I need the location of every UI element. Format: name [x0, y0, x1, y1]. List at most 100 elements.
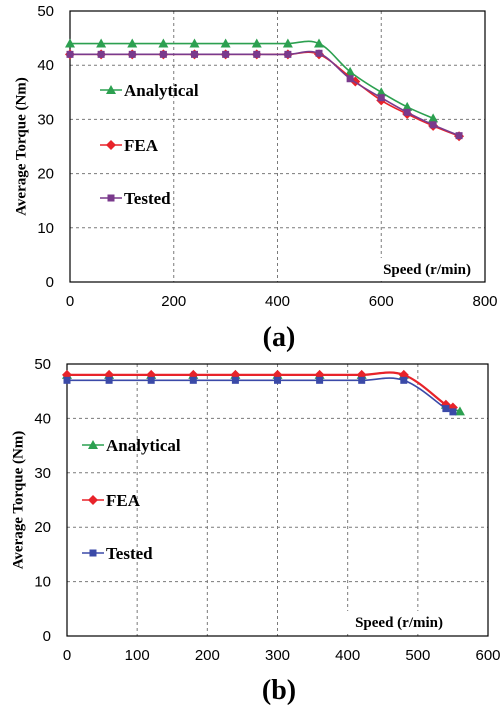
plot-frame	[66, 363, 489, 637]
data-point	[454, 406, 465, 416]
y-axis-title: Average Torque (Nm)	[10, 431, 26, 570]
data-point	[127, 38, 138, 48]
data-point	[316, 376, 324, 384]
y-tick-label: 50	[34, 356, 51, 373]
data-point	[128, 50, 136, 58]
legend-item-tested: Tested	[82, 544, 153, 563]
legend-label: Analytical	[106, 436, 181, 455]
x-tick-label: 500	[405, 647, 430, 664]
data-point	[97, 50, 105, 58]
data-point	[442, 405, 450, 413]
x-axis-title-box	[327, 611, 447, 633]
legend-item-tested: Tested	[100, 189, 171, 208]
data-point	[63, 376, 71, 384]
data-point	[403, 108, 411, 116]
y-tick-label: 10	[34, 574, 51, 591]
panel-label: (b)	[262, 675, 296, 705]
data-point	[345, 66, 356, 76]
x-tick-label: 100	[125, 647, 150, 664]
legend-marker	[107, 194, 115, 202]
data-point	[315, 49, 323, 57]
legend-marker	[89, 549, 97, 557]
data-point	[376, 87, 387, 97]
series-fea	[62, 369, 458, 413]
x-tick-label: 600	[475, 647, 500, 664]
data-point	[189, 376, 197, 384]
legend-label: FEA	[124, 136, 159, 155]
y-tick-label: 50	[37, 3, 54, 20]
legend-label: Tested	[124, 189, 171, 208]
data-point	[105, 376, 113, 384]
x-tick-label: 200	[161, 293, 186, 310]
chart-panel-b: 0 100 200 300 400 500 600 0 10 20 30 40 50 Average To…	[10, 356, 500, 664]
x-axis-title-box	[355, 258, 475, 280]
data-point	[284, 50, 292, 58]
data-point	[66, 50, 74, 58]
legend-item-analytical: Analytical	[82, 436, 181, 455]
data-point	[65, 38, 75, 48]
legend-marker	[88, 495, 98, 505]
series-tested	[63, 376, 457, 416]
data-point	[231, 376, 239, 384]
data-point	[220, 38, 231, 48]
data-point	[96, 38, 107, 48]
data-point	[222, 50, 230, 58]
data-point	[314, 38, 324, 48]
data-point	[282, 38, 293, 48]
y-tick-label: 40	[34, 410, 51, 427]
plot-frame	[69, 10, 486, 283]
y-tick-label: 20	[37, 166, 54, 183]
x-axis-title: Speed (r/min)	[383, 262, 471, 278]
legend-marker	[106, 85, 116, 94]
data-point	[253, 50, 261, 58]
legend-item-fea: FEA	[82, 491, 141, 510]
series-line	[70, 40, 434, 120]
data-point	[251, 38, 262, 48]
series-line	[67, 377, 454, 413]
x-tick-label: 200	[195, 647, 220, 664]
data-point	[428, 113, 439, 123]
panel-label: (a)	[263, 322, 296, 353]
y-tick-label: 40	[37, 57, 54, 74]
series-analytical	[65, 38, 439, 123]
x-tick-label: 300	[265, 647, 290, 664]
y-tick-label: 0	[46, 274, 54, 291]
data-point	[346, 75, 354, 83]
y-tick-label: 20	[34, 519, 51, 536]
data-point	[400, 376, 408, 384]
legend-label: FEA	[106, 491, 141, 510]
x-tick-label: 400	[335, 647, 360, 664]
data-point	[189, 38, 200, 48]
chart-panel-a: 0 200 400 600 800 0 10 20 30 40 50 Average Torque (…	[13, 3, 497, 310]
x-tick-label: 0	[63, 647, 71, 664]
data-point	[377, 94, 385, 102]
y-tick-label: 30	[37, 111, 54, 128]
data-point	[159, 50, 167, 58]
y-tick-label: 30	[34, 465, 51, 482]
data-point	[158, 38, 169, 48]
y-tick-label: 0	[43, 628, 51, 645]
data-point	[191, 50, 198, 58]
legend-label: Analytical	[124, 81, 199, 100]
x-tick-label: 600	[369, 293, 394, 310]
data-point	[358, 376, 366, 384]
x-tick-label: 0	[66, 293, 74, 310]
data-point	[402, 101, 413, 111]
data-point	[455, 132, 463, 140]
y-axis-title: Average Torque (Nm)	[13, 77, 29, 216]
legend-item-analytical: Analytical	[100, 81, 199, 100]
legend-label: Tested	[106, 544, 153, 563]
x-axis-title: Speed (r/min)	[355, 615, 443, 631]
data-point	[147, 376, 155, 384]
series-tested	[66, 49, 463, 140]
legend-item-fea: FEA	[100, 136, 159, 155]
legend-marker	[88, 440, 98, 449]
data-point	[449, 408, 457, 416]
legend-marker	[106, 140, 116, 150]
data-point	[429, 121, 437, 129]
x-tick-label: 400	[265, 293, 290, 310]
y-tick-label: 10	[37, 220, 54, 237]
x-tick-label: 800	[472, 293, 497, 310]
data-point	[274, 376, 281, 384]
